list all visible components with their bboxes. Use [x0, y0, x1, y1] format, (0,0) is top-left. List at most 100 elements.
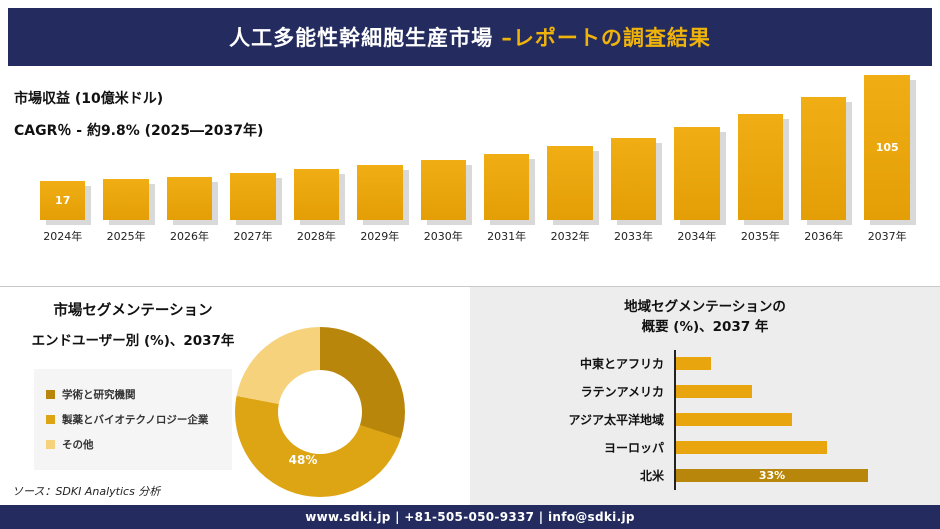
x-axis-label: 2025年 — [106, 230, 146, 243]
donut-chart — [235, 327, 405, 497]
x-axis-label: 2033年 — [614, 230, 653, 243]
revenue-bar-column: 2036年 — [801, 97, 847, 244]
region-bar — [676, 413, 792, 426]
legend-label: 製薬とバイオテクノロジー企業 — [62, 414, 209, 426]
bar-value-label: 105 — [875, 141, 899, 154]
revenue-chart-section: 市場収益 (10億米ドル) CAGR％ - 約9.8% (2025―2037年)… — [0, 66, 940, 286]
revenue-bar-column: 2027年 — [230, 173, 276, 244]
revenue-bar-column: 2025年 — [103, 179, 149, 244]
report-header: 人工多能性幹細胞生産市場 –レポートの調査結果 — [8, 8, 932, 66]
region-bar-row: 北米 33% — [486, 461, 924, 490]
region-title-line2: 概要 (%)、2037 年 — [641, 319, 769, 336]
legend-item: 学術と研究機関 — [46, 387, 220, 402]
region-bar — [676, 357, 711, 370]
end-user-segmentation-panel: 市場セグメンテーション エンドユーザー別 (%)、2037年 学術と研究機関製薬… — [0, 287, 470, 505]
legend-swatch — [46, 415, 55, 424]
revenue-bar-column: 2028年 — [293, 169, 340, 244]
revenue-bar — [610, 138, 657, 220]
x-axis-label: 2036年 — [804, 230, 844, 243]
revenue-bar-column: 2031年 — [483, 154, 530, 244]
region-label: ヨーロッパ — [603, 441, 664, 455]
revenue-bar — [674, 127, 720, 220]
page-title-main: 人工多能性幹細胞生産市場 — [229, 26, 502, 50]
revenue-bar-column: 105 2037年 — [864, 75, 910, 244]
revenue-bar — [547, 146, 593, 220]
bar-value-label: 17 — [55, 194, 71, 207]
bottom-panels: 市場セグメンテーション エンドユーザー別 (%)、2037年 学術と研究機関製薬… — [0, 286, 940, 505]
region-bar-cell — [674, 433, 924, 462]
region-bar-row: ラテンアメリカ — [486, 377, 924, 406]
region-bar-row: アジア太平洋地域 — [486, 405, 924, 434]
region-bar — [676, 385, 752, 398]
x-axis-label: 2037年 — [867, 230, 907, 243]
page-title-accent: –レポートの調査結果 — [501, 26, 711, 50]
region-bar-cell — [674, 405, 924, 434]
x-axis-label: 2034年 — [677, 230, 717, 243]
region-bar — [676, 441, 827, 454]
revenue-cagr-label: CAGR％ - 約9.8% (2025―2037年) — [14, 123, 264, 139]
footer-bar: www.sdki.jp | +81-505-050-9337 | info@sd… — [0, 505, 940, 529]
revenue-bar — [420, 160, 466, 220]
revenue-bar-column: 2030年 — [420, 160, 466, 244]
x-axis-label: 2031年 — [487, 230, 527, 243]
revenue-bar — [230, 173, 276, 220]
x-axis-label: 2026年 — [170, 230, 210, 243]
revenue-bar — [166, 177, 213, 220]
revenue-bar — [801, 97, 847, 220]
x-axis-label: 2028年 — [296, 230, 336, 243]
legend-swatch — [46, 440, 55, 449]
legend-swatch — [46, 390, 55, 399]
donut-value-label: 48% — [288, 452, 318, 467]
x-axis-label: 2029年 — [360, 230, 400, 243]
region-bar-value-label: 33% — [758, 469, 786, 482]
revenue-bar — [483, 154, 530, 220]
revenue-bar-column: 2034年 — [674, 127, 720, 244]
region-bar: 33% — [676, 469, 868, 482]
legend-item: その他 — [46, 437, 220, 452]
revenue-bars: 17 2024年 2025年 2026年 2027年 2028年 2029年 2030年 203… — [40, 75, 910, 244]
revenue-bar: 105 — [864, 75, 910, 220]
region-bar-cell: 33% — [674, 461, 924, 490]
x-axis-label: 2035年 — [740, 230, 780, 243]
revenue-chart-title: 市場収益 (10億米ドル) — [14, 91, 164, 107]
source-note: ソース：SDKI Analytics 分析 — [12, 485, 161, 498]
region-bar-cell — [674, 377, 924, 406]
legend-item: 製薬とバイオテクノロジー企業 — [46, 412, 220, 427]
region-rows: 中東とアフリカ ラテンアメリカアジア太平洋地域ヨーロッパ北米 33% — [486, 349, 924, 490]
region-bar-cell — [674, 349, 924, 378]
revenue-bar — [293, 169, 340, 220]
pie-chart-title: 市場セグメンテーション — [53, 303, 213, 319]
region-label: ラテンアメリカ — [580, 385, 664, 399]
pie-text-column: 市場セグメンテーション エンドユーザー別 (%)、2037年 学術と研究機関製薬… — [0, 299, 266, 470]
x-axis-label: 2032年 — [550, 230, 590, 243]
revenue-bar: 17 — [40, 181, 86, 220]
revenue-bar-column: 2026年 — [166, 177, 213, 244]
revenue-bar-column: 2032年 — [547, 146, 593, 244]
x-axis-label: 2030年 — [423, 230, 463, 243]
x-axis-label: 2027年 — [233, 230, 273, 243]
revenue-bar — [103, 179, 149, 220]
revenue-bar-chart: 17 2024年 2025年 2026年 2027年 2028年 2029年 2030年 203… — [40, 75, 910, 244]
page-title: 人工多能性幹細胞生産市場 –レポートの調査結果 — [229, 22, 711, 52]
region-bar-row: ヨーロッパ — [486, 433, 924, 462]
revenue-bar — [357, 165, 403, 220]
revenue-bar-column: 17 2024年 — [40, 181, 86, 244]
region-bar-row: 中東とアフリカ — [486, 349, 924, 378]
revenue-bar-column: 2029年 — [357, 165, 403, 244]
region-label: アジア太平洋地域 — [568, 413, 664, 427]
revenue-bar-column: 2033年 — [610, 138, 657, 244]
legend-label: 学術と研究機関 — [62, 389, 136, 401]
revenue-bar-column: 2035年 — [737, 114, 784, 244]
pie-legend: 学術と研究機関製薬とバイオテクノロジー企業 その他 — [34, 369, 232, 470]
region-label: 北米 — [639, 469, 664, 483]
pie-chart-subtitle: エンドユーザー別 (%)、2037年 — [31, 333, 235, 349]
region-segmentation-panel: 地域セグメンテーションの 概要 (%)、2037 年 中東とアフリカ ラテンアメリ… — [470, 287, 940, 505]
donut-chart-wrap: 48% — [235, 327, 405, 497]
region-title-line1: 地域セグメンテーションの — [624, 299, 786, 315]
region-label: 中東とアフリカ — [579, 357, 664, 371]
legend-label: その他 — [62, 439, 94, 451]
region-chart-title: 地域セグメンテーションの 概要 (%)、2037 年 — [486, 297, 924, 338]
x-axis-label: 2024年 — [43, 230, 83, 243]
footer-contact: www.sdki.jp | +81-505-050-9337 | info@sd… — [305, 510, 635, 524]
